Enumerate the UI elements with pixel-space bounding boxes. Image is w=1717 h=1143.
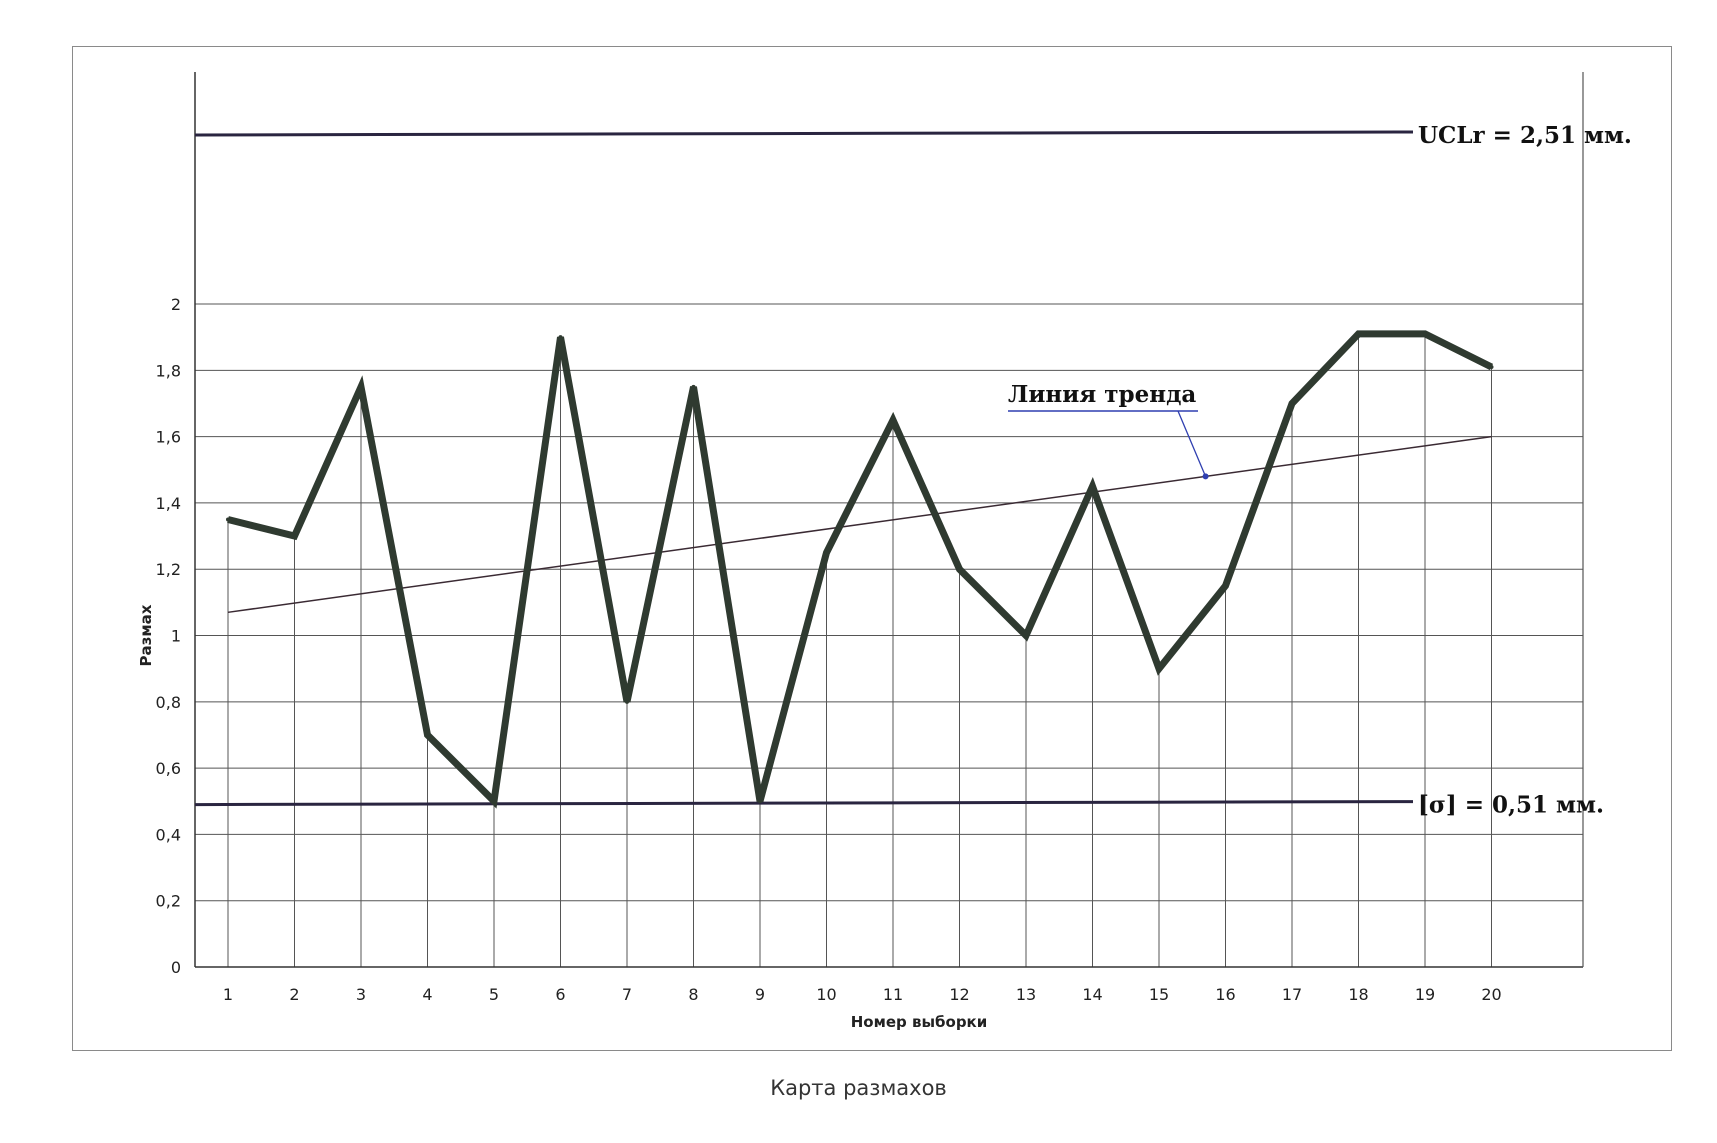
data-point-2 (292, 534, 297, 539)
x-axis-title: Номер выборки (851, 1013, 988, 1031)
trend-leader-line (1177, 410, 1207, 477)
series-group (226, 330, 1494, 809)
y-tick-label-6: 1,2 (156, 560, 181, 579)
data-point-15 (1157, 666, 1161, 671)
x-tick-label-6: 6 (555, 985, 565, 1004)
x-tick-label-10: 10 (816, 985, 836, 1004)
range-chart: Номер выборки Размах 0 0,2 0,4 0,6 0,8 1 1,2 1,4… (137, 72, 1632, 1031)
trend-leader-dot (1202, 473, 1209, 480)
data-point-12 (957, 567, 962, 572)
y-tick-label-9: 1,8 (156, 361, 181, 380)
data-point-13 (1024, 633, 1028, 638)
x-tick-label-14: 14 (1082, 985, 1102, 1004)
reference-label-ucl: UCLr = 2,51 мм. (1418, 122, 1632, 149)
x-tick-label-11: 11 (883, 985, 903, 1004)
x-tick-label-2: 2 (289, 985, 299, 1004)
x-tick-label-17: 17 (1282, 985, 1302, 1004)
data-point-20 (1489, 365, 1494, 370)
x-tick-label-12: 12 (949, 985, 969, 1004)
y-tick-label-8: 1,6 (156, 428, 181, 447)
reference-label-sigma: [σ] = 0,51 мм. (1418, 792, 1604, 819)
data-point-5 (492, 799, 496, 804)
horizontal-gridlines (195, 303, 1583, 968)
series-line (227, 330, 1494, 809)
y-tick-label-0: 0 (171, 958, 181, 977)
x-tick-label-18: 18 (1348, 985, 1368, 1004)
trend-label: Линия тренда (1008, 381, 1196, 408)
data-point-19 (1423, 331, 1427, 336)
trend-line (227, 435, 1492, 614)
y-tick-label-1: 0,2 (156, 892, 181, 911)
data-point-16 (1223, 583, 1228, 588)
data-point-11 (891, 418, 895, 423)
data-point-4 (425, 732, 430, 737)
chart-frame: Номер выборки Размах 0 0,2 0,4 0,6 0,8 1 1,2 1,4… (72, 46, 1672, 1051)
x-tick-label-8: 8 (688, 985, 698, 1004)
y-tick-label-3: 0,6 (156, 759, 181, 778)
y-tick-labels: 0 0,2 0,4 0,6 0,8 1 1,2 1,4 1,6 1,8 2 (156, 295, 181, 977)
y-tick-label-10: 2 (171, 295, 181, 314)
x-tick-label-20: 20 (1481, 985, 1501, 1004)
y-axis-title: Размах (137, 604, 155, 666)
y-tick-label-4: 0,8 (156, 693, 181, 712)
reference-line-ucl (194, 130, 1414, 137)
reference-line-sigma (194, 800, 1414, 807)
y-tick-label-7: 1,4 (156, 494, 181, 513)
x-tick-label-9: 9 (755, 985, 765, 1004)
x-tick-label-15: 15 (1149, 985, 1169, 1004)
x-tick-label-5: 5 (489, 985, 499, 1004)
x-tick-label-1: 1 (223, 985, 233, 1004)
x-tick-label-16: 16 (1215, 985, 1235, 1004)
y-tick-label-5: 1 (171, 627, 181, 646)
data-point-14 (1090, 484, 1095, 489)
trend-line-group (227, 435, 1492, 614)
vertical-gridlines (227, 333, 1492, 967)
data-point-18 (1356, 331, 1361, 336)
data-point-6 (558, 335, 563, 340)
data-point-10 (824, 550, 829, 555)
y-tick-label-2: 0,4 (156, 825, 181, 844)
data-point-8 (691, 384, 696, 389)
x-tick-label-3: 3 (356, 985, 366, 1004)
x-tick-label-4: 4 (422, 985, 432, 1004)
x-tick-label-13: 13 (1016, 985, 1036, 1004)
reference-lines (194, 130, 1414, 807)
data-point-7 (625, 699, 629, 704)
x-tick-label-19: 19 (1415, 985, 1435, 1004)
x-tick-label-7: 7 (622, 985, 632, 1004)
axes: Номер выборки Размах (137, 72, 1584, 1031)
data-point-17 (1290, 401, 1294, 406)
data-point-9 (758, 799, 762, 804)
annotation-labels: UCLr = 2,51 мм. [σ] = 0,51 мм. Линия тренд… (1008, 122, 1632, 819)
figure-caption: Карта размахов (770, 1076, 947, 1100)
data-point-1 (226, 517, 230, 522)
data-point-3 (359, 384, 363, 389)
x-tick-labels: 1 2 3 4 5 6 7 8 9 10 11 12 13 14 15 16 17 18 19 20 (223, 985, 1502, 1004)
